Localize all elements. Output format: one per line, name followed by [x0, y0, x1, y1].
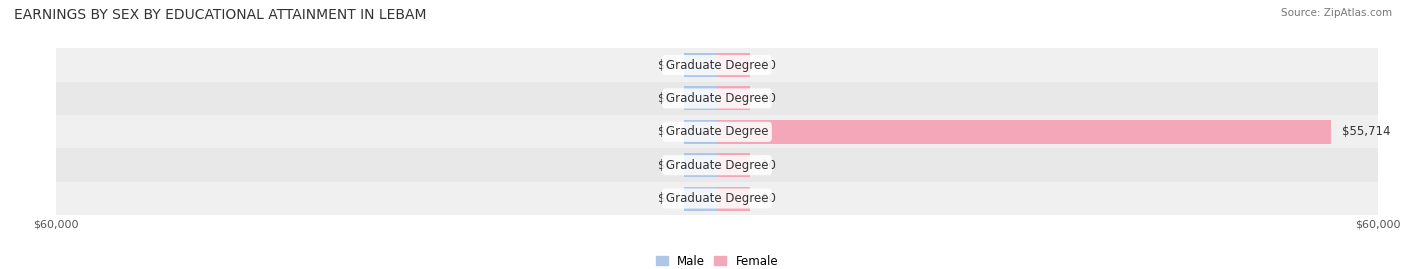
Text: $0: $0 — [761, 159, 776, 172]
Bar — [56, 48, 1378, 82]
Text: $0: $0 — [658, 92, 673, 105]
Text: Graduate Degree: Graduate Degree — [666, 92, 768, 105]
Text: $55,714: $55,714 — [1341, 125, 1391, 138]
Bar — [717, 53, 751, 77]
Bar — [56, 182, 1378, 215]
Text: $0: $0 — [658, 125, 673, 138]
Text: $0: $0 — [761, 192, 776, 205]
Text: Graduate Degree: Graduate Degree — [666, 159, 768, 172]
Bar — [685, 153, 717, 177]
Bar — [717, 153, 751, 177]
Legend: Male, Female: Male, Female — [651, 250, 783, 269]
Text: $0: $0 — [658, 192, 673, 205]
Text: Graduate Degree: Graduate Degree — [666, 192, 768, 205]
Bar — [56, 82, 1378, 115]
Text: $0: $0 — [658, 159, 673, 172]
Bar — [56, 115, 1378, 148]
Text: $0: $0 — [761, 59, 776, 72]
Text: Graduate Degree: Graduate Degree — [666, 125, 768, 138]
Text: EARNINGS BY SEX BY EDUCATIONAL ATTAINMENT IN LEBAM: EARNINGS BY SEX BY EDUCATIONAL ATTAINMEN… — [14, 8, 426, 22]
Text: Graduate Degree: Graduate Degree — [666, 59, 768, 72]
Text: $0: $0 — [658, 59, 673, 72]
Bar — [685, 186, 717, 211]
Bar — [717, 186, 751, 211]
Text: $0: $0 — [761, 92, 776, 105]
Bar — [717, 120, 1330, 144]
Bar — [717, 86, 751, 111]
Bar — [685, 86, 717, 111]
Text: Source: ZipAtlas.com: Source: ZipAtlas.com — [1281, 8, 1392, 18]
Bar — [685, 120, 717, 144]
Bar — [685, 53, 717, 77]
Bar — [56, 148, 1378, 182]
